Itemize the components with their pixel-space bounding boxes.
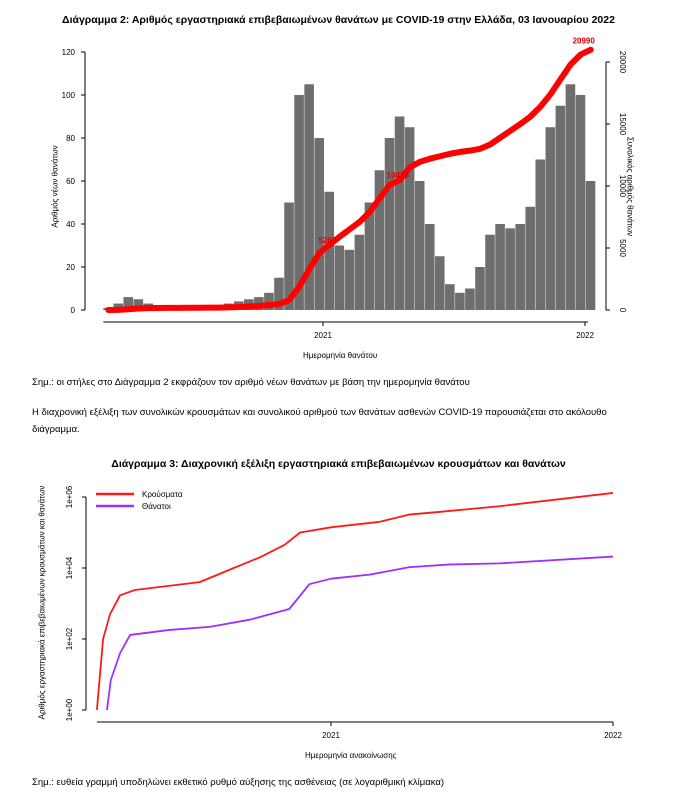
y-tick-label: 20 (66, 263, 75, 272)
bar (555, 105, 566, 310)
bar (545, 127, 556, 310)
cumulative-annotation: 5260 (319, 236, 337, 245)
y-tick-label: 80 (66, 134, 75, 143)
bar (304, 84, 314, 310)
bar (515, 224, 525, 310)
cumulative-annotation: 10476 (387, 171, 410, 180)
bar (424, 224, 435, 310)
y-right-tick-label: 15000 (618, 113, 627, 136)
bar (505, 228, 515, 310)
x-tick-label: 2022 (604, 731, 622, 740)
paragraph: Η διαχρονική εξέλιξη των συνολικών κρουσ… (32, 407, 607, 435)
chart2-xlabel: Ημερομηνία θανάτου (303, 351, 378, 360)
bar (575, 95, 586, 310)
bar (465, 288, 475, 310)
note-chart2: Σημ.: οι στήλες στο Διάγραμμα 2 εκφράζου… (32, 377, 470, 388)
bar (445, 284, 455, 310)
bar (455, 292, 465, 310)
chart2-title: Διάγραμμα 2: Αριθμός εργαστηριακά επιβεβ… (62, 14, 615, 26)
bar (123, 297, 134, 310)
bar (374, 170, 385, 310)
x-tick-label: 2021 (322, 731, 340, 740)
bar (485, 234, 495, 310)
y-right-tick-label: 5000 (618, 239, 627, 257)
chart3-xlabel: Ημερομηνία ανακοίνωσης (305, 751, 397, 760)
legend-label-deaths: Θάνατοι (142, 502, 171, 511)
bar (404, 127, 415, 310)
cumulative-annotation: 20990 (573, 37, 596, 46)
y-tick-label: 60 (66, 177, 75, 186)
y-tick-label: 120 (62, 48, 76, 57)
bar (475, 267, 485, 310)
legend-label-cases: Κρούσματα (142, 490, 183, 499)
bar (414, 181, 425, 310)
bar (133, 299, 144, 310)
y-right-tick-label: 20000 (618, 51, 627, 74)
bar (354, 234, 365, 310)
bar (274, 277, 284, 310)
bar (535, 159, 546, 310)
chart3-title: Διάγραμμα 3: Διαχρονική εξέλιξη εργαστηρ… (111, 458, 566, 470)
bar (394, 116, 405, 310)
y-tick-label: 1e+02 (65, 627, 74, 650)
bar (344, 249, 355, 310)
bar (565, 84, 576, 310)
y-tick-label: 1e+04 (65, 556, 74, 579)
y-tick-label: 1e+00 (65, 698, 74, 721)
bar (334, 245, 345, 310)
bar (324, 191, 335, 310)
bar (525, 206, 536, 310)
y-tick-label: 100 (62, 91, 76, 100)
bar (364, 202, 375, 310)
y-tick-label: 1e+06 (65, 485, 74, 508)
deaths-line (106, 555, 614, 711)
y-right-tick-label: 0 (618, 308, 627, 313)
x-tick-label: 2022 (576, 331, 594, 340)
y-tick-label: 0 (71, 306, 76, 315)
bar (495, 224, 505, 310)
cumulative-deaths-line (105, 46, 594, 313)
chart2-ylabel: Αριθμός νέων θανάτων (50, 145, 60, 228)
y-right-tick-label: 10000 (618, 175, 627, 198)
cases-line (96, 492, 614, 711)
bar (585, 181, 596, 310)
x-tick-label: 2021 (314, 331, 332, 340)
chart3-ylabel: Αριθμός εργαστηριακά επιβεβαιωμένων κρου… (37, 485, 47, 720)
bar (284, 202, 294, 310)
bar (434, 256, 445, 310)
bar (314, 138, 324, 310)
bar (264, 292, 274, 310)
bar (113, 303, 123, 310)
bar (384, 138, 395, 310)
chart2-ylabel-right: Συνολικός αριθμός θανάτων (625, 136, 635, 237)
note-chart3: Σημ.: ευθεία γραμμή υποδηλώνει εκθετικό … (32, 777, 445, 788)
bar (294, 95, 304, 310)
y-tick-label: 40 (66, 220, 75, 229)
